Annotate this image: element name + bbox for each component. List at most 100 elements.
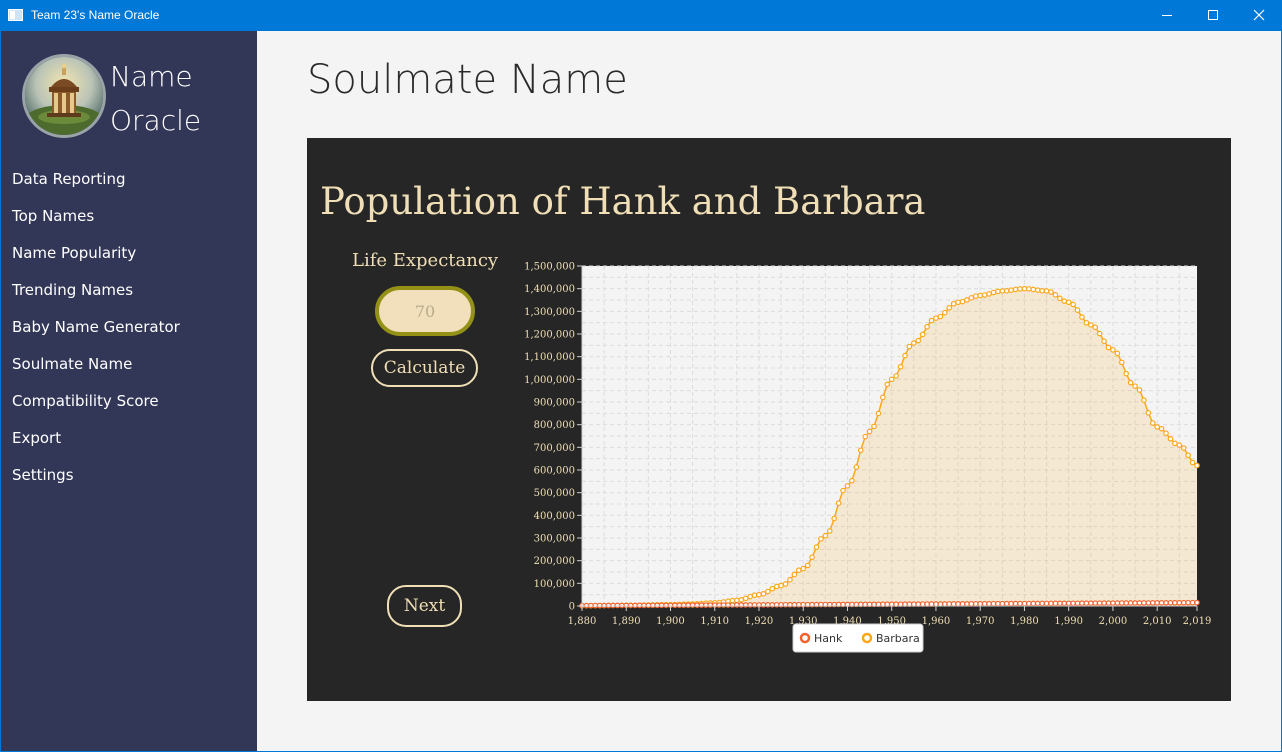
data-point-barbara xyxy=(933,315,939,321)
y-tick-label: 400,000 xyxy=(534,511,575,522)
data-point-hank xyxy=(1048,600,1054,607)
data-point-hank xyxy=(610,602,616,609)
sidebar-nav: Data Reporting Top Names Name Popularity… xyxy=(1,161,257,494)
y-tick-label: 600,000 xyxy=(534,466,575,477)
data-point-barbara xyxy=(1145,410,1152,416)
data-point-hank xyxy=(1057,600,1063,607)
data-point-barbara xyxy=(840,487,846,494)
data-point-barbara xyxy=(884,381,891,388)
data-point-hank xyxy=(632,602,638,609)
data-point-barbara xyxy=(751,592,758,599)
data-point-barbara xyxy=(1092,324,1099,331)
data-point-barbara xyxy=(795,567,802,574)
x-tick-label: 1,960 xyxy=(922,616,951,627)
brand-line-1: Name xyxy=(110,60,193,93)
sidebar-item-compatibility-score[interactable]: Compatibility Score xyxy=(12,392,159,410)
sidebar: Name Oracle Data Reporting Top Names Nam… xyxy=(1,31,257,751)
data-point-barbara xyxy=(1154,424,1160,430)
sidebar-item-name-popularity[interactable]: Name Popularity xyxy=(12,244,137,262)
data-point-barbara xyxy=(1163,430,1169,436)
data-point-barbara xyxy=(747,593,753,600)
data-point-barbara xyxy=(1003,287,1010,294)
data-point-hank xyxy=(663,602,669,609)
data-point-barbara xyxy=(897,364,904,370)
data-point-hank xyxy=(986,600,992,607)
data-point-hank xyxy=(738,602,745,608)
y-tick-label: 800,000 xyxy=(534,420,575,431)
data-point-hank xyxy=(1039,600,1045,607)
data-point-barbara xyxy=(844,483,851,489)
data-point-hank xyxy=(964,601,970,607)
data-point-hank xyxy=(605,602,612,609)
title-bar: Team 23's Name Oracle xyxy=(0,0,1282,31)
data-point-hank xyxy=(1141,600,1147,606)
data-point-barbara xyxy=(919,331,926,338)
y-tick-label: 200,000 xyxy=(534,556,575,567)
data-point-hank xyxy=(1052,600,1059,607)
data-point-hank xyxy=(1008,600,1014,607)
data-point-barbara xyxy=(942,309,948,316)
data-point-hank xyxy=(1065,600,1072,607)
data-point-hank xyxy=(942,601,948,607)
close-button[interactable] xyxy=(1236,0,1282,31)
data-point-barbara xyxy=(1057,295,1063,302)
data-point-hank xyxy=(1158,600,1165,606)
x-tick-label: 2,019 xyxy=(1183,616,1212,627)
x-tick-label: 1,930 xyxy=(789,616,818,627)
next-button[interactable]: Next xyxy=(387,585,462,627)
sidebar-item-settings[interactable]: Settings xyxy=(12,466,74,484)
data-point-barbara xyxy=(1012,286,1019,293)
x-tick-label: 1,920 xyxy=(745,616,774,627)
sidebar-item-trending-names[interactable]: Trending Names xyxy=(12,281,134,299)
data-point-hank xyxy=(1034,600,1041,607)
data-point-hank xyxy=(680,602,687,609)
sidebar-item-export[interactable]: Export xyxy=(12,429,62,447)
data-point-hank xyxy=(972,600,979,607)
data-point-barbara xyxy=(1176,442,1183,448)
data-point-barbara xyxy=(1079,314,1085,320)
data-point-hank xyxy=(1167,599,1174,606)
sidebar-item-data-reporting[interactable]: Data Reporting xyxy=(12,170,126,188)
soulmate-panel: Population of Hank and Barbara Life Expe… xyxy=(307,138,1231,701)
minimize-button[interactable] xyxy=(1144,0,1190,31)
close-icon xyxy=(1253,9,1265,21)
data-point-hank xyxy=(1096,600,1103,606)
legend-marker-barbara xyxy=(861,632,873,644)
data-point-hank xyxy=(619,602,625,609)
data-point-hank xyxy=(1163,599,1169,606)
data-point-hank xyxy=(716,602,722,608)
data-point-barbara xyxy=(1043,288,1050,294)
maximize-button[interactable] xyxy=(1190,0,1236,31)
life-expectancy-input[interactable] xyxy=(375,286,475,336)
data-point-hank xyxy=(1070,600,1076,607)
data-point-barbara xyxy=(928,317,935,324)
data-point-barbara xyxy=(1034,287,1041,293)
data-point-barbara xyxy=(902,352,908,359)
calculate-button[interactable]: Calculate xyxy=(371,349,478,387)
data-point-hank xyxy=(725,602,731,608)
data-point-hank xyxy=(627,602,634,609)
data-point-barbara xyxy=(866,428,873,435)
sidebar-item-baby-name-generator[interactable]: Baby Name Generator xyxy=(12,318,180,336)
data-point-barbara xyxy=(1088,322,1094,328)
data-point-barbara xyxy=(862,433,868,440)
data-point-barbara xyxy=(729,597,736,604)
data-point-barbara xyxy=(880,394,886,401)
window-title: Team 23's Name Oracle xyxy=(31,8,160,22)
data-point-barbara xyxy=(1070,301,1076,308)
data-point-hank xyxy=(946,601,953,607)
data-point-hank xyxy=(1123,600,1130,606)
data-point-barbara xyxy=(977,292,984,299)
data-point-hank xyxy=(1189,599,1196,606)
sidebar-item-top-names[interactable]: Top Names xyxy=(12,207,95,225)
data-point-hank xyxy=(707,602,714,608)
data-point-barbara xyxy=(1105,344,1112,351)
oracle-temple-logo-icon xyxy=(22,54,106,138)
data-point-barbara xyxy=(835,500,842,506)
y-tick-label: 1,400,000 xyxy=(524,284,575,295)
data-point-barbara xyxy=(1101,338,1107,345)
data-point-hank xyxy=(685,602,691,609)
sidebar-item-soulmate-name[interactable]: Soulmate Name xyxy=(12,355,133,373)
data-point-barbara xyxy=(893,373,899,379)
data-point-hank xyxy=(658,602,665,609)
